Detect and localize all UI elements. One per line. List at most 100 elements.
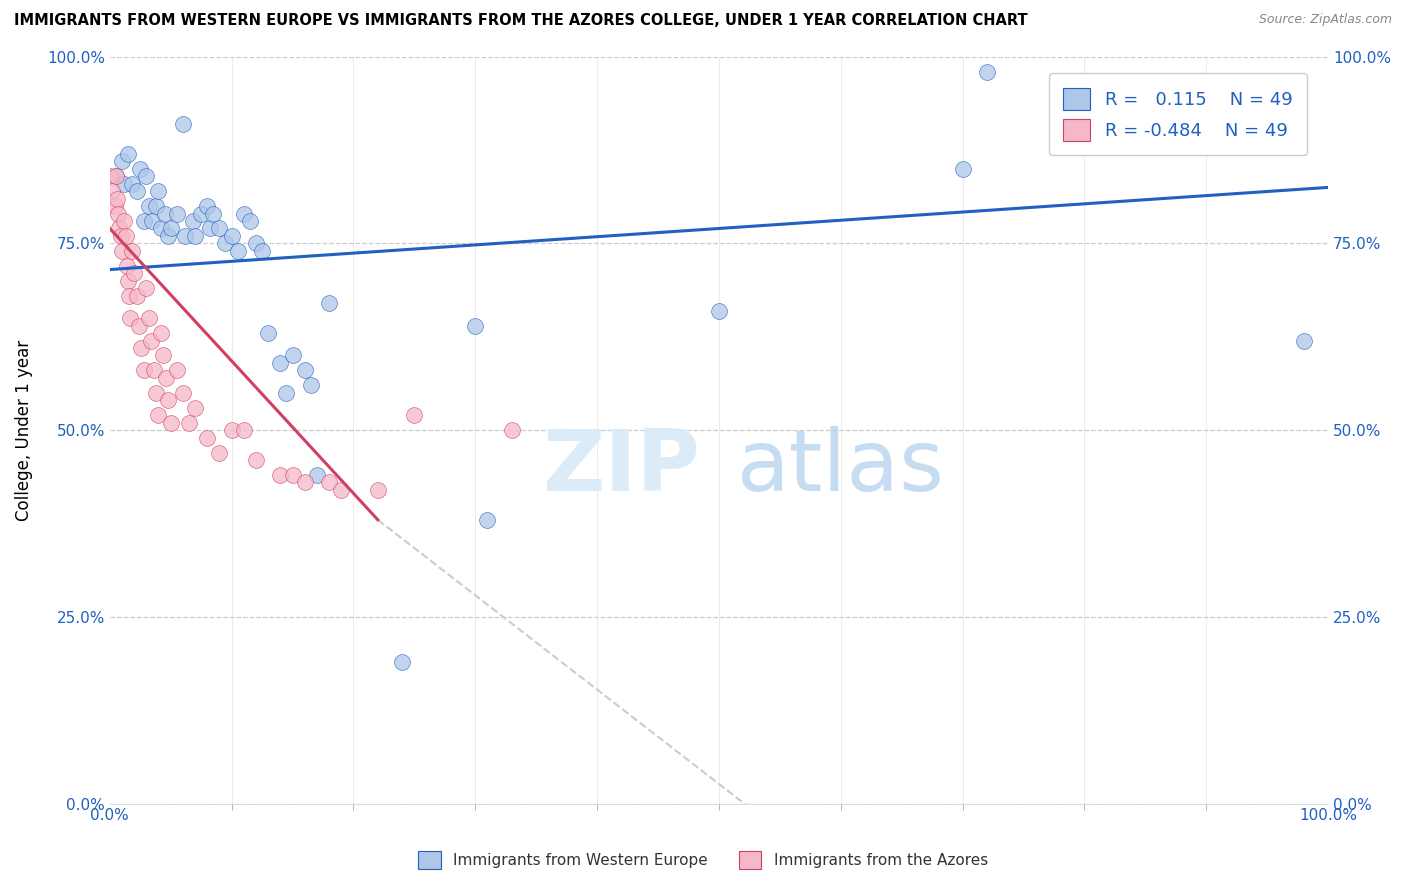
Text: Source: ZipAtlas.com: Source: ZipAtlas.com <box>1258 13 1392 27</box>
Point <box>121 177 143 191</box>
Point <box>105 192 128 206</box>
Point <box>464 318 486 333</box>
Point <box>221 423 243 437</box>
Point <box>138 199 160 213</box>
Point <box>269 356 291 370</box>
Point <box>104 169 127 184</box>
Point <box>177 416 200 430</box>
Point <box>198 221 221 235</box>
Point <box>281 467 304 482</box>
Point <box>299 378 322 392</box>
Point <box>305 467 328 482</box>
Point <box>112 214 135 228</box>
Point <box>122 266 145 280</box>
Point <box>174 229 197 244</box>
Point <box>276 385 298 400</box>
Point <box>245 453 267 467</box>
Point <box>142 363 165 377</box>
Point <box>149 221 172 235</box>
Point <box>232 423 254 437</box>
Point <box>114 229 136 244</box>
Point <box>135 281 157 295</box>
Point <box>117 274 139 288</box>
Point <box>125 184 148 198</box>
Point <box>181 214 204 228</box>
Legend: R =   0.115    N = 49, R = -0.484    N = 49: R = 0.115 N = 49, R = -0.484 N = 49 <box>1049 73 1308 155</box>
Point <box>202 206 225 220</box>
Point <box>157 229 180 244</box>
Point <box>208 445 231 459</box>
Point <box>976 64 998 78</box>
Point <box>404 408 426 422</box>
Point <box>148 184 170 198</box>
Point <box>98 169 121 184</box>
Point <box>190 206 212 220</box>
Point <box>501 423 523 437</box>
Point <box>172 385 194 400</box>
Point <box>367 483 389 497</box>
Point <box>232 206 254 220</box>
Point <box>111 154 134 169</box>
Point <box>226 244 249 258</box>
Point <box>281 348 304 362</box>
Point <box>110 229 132 244</box>
Point <box>152 348 174 362</box>
Point <box>391 655 413 669</box>
Point <box>149 326 172 340</box>
Point <box>157 393 180 408</box>
Text: IMMIGRANTS FROM WESTERN EUROPE VS IMMIGRANTS FROM THE AZORES COLLEGE, UNDER 1 YE: IMMIGRANTS FROM WESTERN EUROPE VS IMMIGR… <box>14 13 1028 29</box>
Legend: Immigrants from Western Europe, Immigrants from the Azores: Immigrants from Western Europe, Immigran… <box>412 845 994 875</box>
Point <box>166 206 188 220</box>
Point <box>294 475 316 490</box>
Point <box>132 363 155 377</box>
Point <box>208 221 231 235</box>
Point <box>107 206 129 220</box>
Point <box>125 289 148 303</box>
Point <box>257 326 280 340</box>
Point <box>135 169 157 184</box>
Point <box>250 244 273 258</box>
Point <box>214 236 236 251</box>
Point <box>477 513 499 527</box>
Point <box>952 161 974 176</box>
Point <box>318 475 340 490</box>
Point <box>128 318 150 333</box>
Point <box>159 221 181 235</box>
Point <box>112 177 135 191</box>
Point <box>294 363 316 377</box>
Point <box>221 229 243 244</box>
Point <box>318 296 340 310</box>
Point <box>132 214 155 228</box>
Point <box>239 214 262 228</box>
Point <box>172 117 194 131</box>
Point <box>111 244 134 258</box>
Point <box>166 363 188 377</box>
Point <box>108 221 131 235</box>
Point <box>117 146 139 161</box>
Point <box>145 199 167 213</box>
Point <box>104 169 127 184</box>
Text: atlas: atlas <box>737 426 945 509</box>
Point <box>195 431 218 445</box>
Point <box>269 467 291 482</box>
Point <box>104 199 127 213</box>
Point <box>131 341 153 355</box>
Point <box>330 483 353 497</box>
Point <box>184 229 207 244</box>
Point <box>120 311 142 326</box>
Point <box>159 416 181 430</box>
Point <box>101 184 124 198</box>
Point <box>245 236 267 251</box>
Point <box>141 214 163 228</box>
Point <box>141 334 163 348</box>
Point <box>153 206 176 220</box>
Y-axis label: College, Under 1 year: College, Under 1 year <box>15 340 32 521</box>
Point <box>1292 334 1315 348</box>
Text: ZIP: ZIP <box>543 426 700 509</box>
Point <box>145 385 167 400</box>
Point <box>184 401 207 415</box>
Point <box>148 408 170 422</box>
Point <box>121 244 143 258</box>
Point <box>118 289 141 303</box>
Point <box>195 199 218 213</box>
